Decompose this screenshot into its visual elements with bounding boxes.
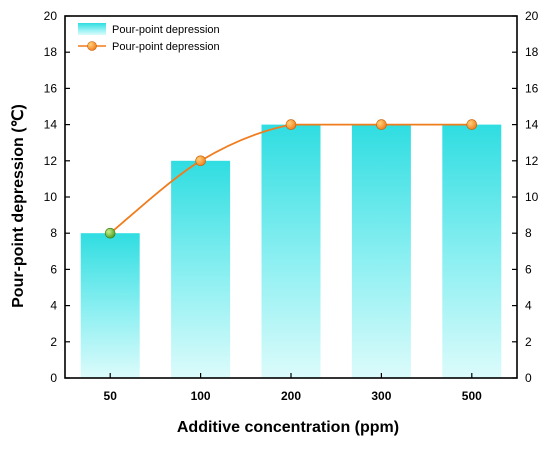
x-tick-label-500: 500	[462, 389, 482, 403]
y-tick-label-right-12: 12	[525, 154, 539, 168]
line-marker-500	[466, 119, 478, 130]
y-tick-label-right-2: 2	[525, 335, 532, 349]
y-tick-label-right-8: 8	[525, 226, 532, 240]
y-tick-label-right-20: 20	[525, 9, 539, 23]
y-tick-label-left-16: 16	[44, 81, 58, 95]
y-tick-label-left-18: 18	[44, 45, 58, 59]
y-tick-label-left-14: 14	[44, 118, 58, 132]
legend: Pour-point depression Pour-point depress…	[78, 23, 220, 53]
line-series	[104, 119, 478, 239]
legend-line-marker	[87, 41, 97, 51]
y-tick-label-left-12: 12	[44, 154, 58, 168]
line-marker-50	[104, 227, 116, 239]
y-tick-label-left-4: 4	[50, 299, 57, 313]
y-tick-label-right-18: 18	[525, 45, 539, 59]
bar-50	[80, 233, 140, 378]
bar-100	[171, 160, 231, 378]
bars	[80, 124, 502, 378]
legend-line-label: Pour-point depression	[112, 41, 220, 53]
bar-200	[261, 124, 321, 378]
ticks: 0 0 2 2 4 4 6 6 8 8 10 10 12 12 14 14 16 16 18 18 20 20 50 100 2…	[44, 9, 539, 403]
y-tick-label-right-10: 10	[525, 190, 539, 204]
line-marker-300	[376, 119, 387, 130]
y-axis-title: Pour-point depression (℃)	[10, 104, 27, 308]
y-tick-label-left-8: 8	[50, 226, 57, 240]
y-tick-label-left-2: 2	[50, 335, 57, 349]
legend-bar-label: Pour-point depression	[112, 24, 220, 36]
bar-300	[351, 124, 411, 378]
y-tick-label-left-20: 20	[44, 9, 58, 23]
y-tick-label-left-10: 10	[44, 190, 58, 204]
x-tick-label-300: 300	[371, 389, 391, 403]
x-tick-label-200: 200	[281, 389, 301, 403]
y-tick-label-right-6: 6	[525, 262, 532, 276]
line-marker-200	[285, 119, 297, 130]
x-axis-title: Additive concentration (ppm)	[177, 419, 399, 436]
bar-500	[442, 124, 502, 378]
line-marker-100	[195, 155, 206, 167]
legend-bar-swatch	[78, 23, 106, 35]
y-tick-label-right-14: 14	[525, 118, 539, 132]
y-tick-label-right-16: 16	[525, 81, 539, 95]
y-tick-label-left-6: 6	[50, 262, 57, 276]
y-tick-label-left-0: 0	[50, 371, 57, 385]
x-tick-label-50: 50	[104, 389, 118, 403]
y-tick-label-right-4: 4	[525, 299, 532, 313]
x-tick-label-100: 100	[191, 389, 211, 403]
y-tick-label-right-0: 0	[525, 371, 532, 385]
